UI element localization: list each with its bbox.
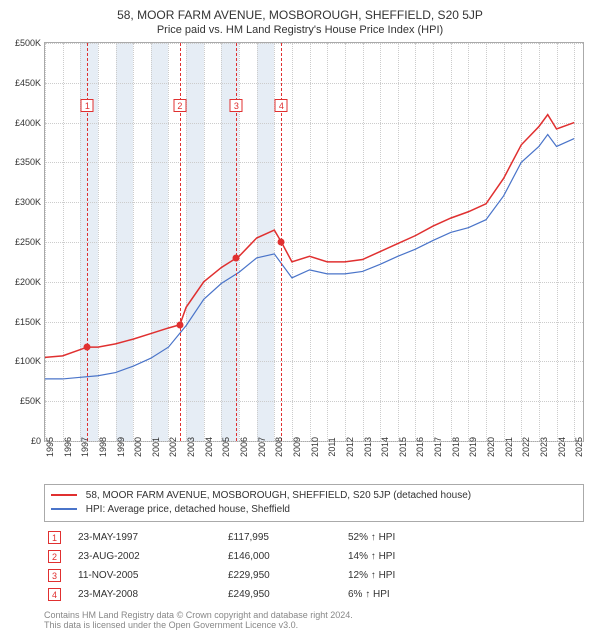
event-row-marker: 1	[48, 531, 61, 544]
x-tick-label: 2018	[451, 437, 461, 457]
legend-swatch-hpi	[51, 508, 77, 510]
x-tick-label: 2013	[363, 437, 373, 457]
x-tick-label: 1997	[80, 437, 90, 457]
event-row: 3 11-NOV-2005£229,95012% ↑ HPI	[44, 566, 584, 585]
event-row-date: 23-MAY-2008	[74, 585, 224, 604]
chart-plot-area: £0£50K£100K£150K£200K£250K£300K£350K£400…	[44, 42, 584, 442]
x-tick-label: 2004	[204, 437, 214, 457]
footnote-line1: Contains HM Land Registry data © Crown c…	[44, 610, 584, 620]
legend-row-subject: 58, MOOR FARM AVENUE, MOSBOROUGH, SHEFFI…	[51, 489, 577, 503]
x-tick-label: 2009	[292, 437, 302, 457]
footnote-line2: This data is licensed under the Open Gov…	[44, 620, 584, 630]
x-tick-label: 2017	[433, 437, 443, 457]
x-tick-label: 2024	[557, 437, 567, 457]
x-tick-label: 1995	[45, 437, 55, 457]
legend-swatch-subject	[51, 494, 77, 496]
series-svg	[45, 43, 583, 441]
event-row-date: 23-AUG-2002	[74, 547, 224, 566]
x-tick-label: 2002	[168, 437, 178, 457]
x-tick-label: 2003	[186, 437, 196, 457]
x-tick-label: 1999	[116, 437, 126, 457]
event-row-marker: 2	[48, 550, 61, 563]
event-marker-box: 4	[275, 99, 288, 112]
event-row-date: 23-MAY-1997	[74, 528, 224, 547]
x-tick-label: 2014	[380, 437, 390, 457]
x-tick-label: 2023	[539, 437, 549, 457]
x-tick-label: 2011	[327, 437, 337, 456]
event-row-price: £229,950	[224, 566, 344, 585]
y-tick-label: £0	[31, 436, 41, 446]
x-tick-label: 1996	[63, 437, 73, 457]
chart-title-line2: Price paid vs. HM Land Registry's House …	[8, 24, 592, 36]
y-tick-label: £50K	[20, 396, 41, 406]
event-marker-box: 2	[173, 99, 186, 112]
x-tick-label: 2016	[415, 437, 425, 457]
event-row-delta: 12% ↑ HPI	[344, 566, 584, 585]
event-row-price: £146,000	[224, 547, 344, 566]
y-tick-label: £200K	[15, 277, 41, 287]
x-tick-label: 2015	[398, 437, 408, 457]
plot-region: 1 2 3 4	[45, 43, 583, 441]
event-row: 4 23-MAY-2008£249,9506% ↑ HPI	[44, 585, 584, 604]
x-tick-label: 2019	[468, 437, 478, 457]
x-tick-label: 2021	[504, 437, 514, 457]
y-tick-label: £400K	[15, 118, 41, 128]
event-row-delta: 52% ↑ HPI	[344, 528, 584, 547]
event-row-date: 11-NOV-2005	[74, 566, 224, 585]
x-tick-label: 2008	[274, 437, 284, 457]
chart-title-line1: 58, MOOR FARM AVENUE, MOSBOROUGH, SHEFFI…	[8, 8, 592, 22]
y-axis-ticks: £0£50K£100K£150K£200K£250K£300K£350K£400…	[5, 43, 43, 441]
legend-label-hpi: HPI: Average price, detached house, Shef…	[86, 504, 290, 515]
event-row-marker: 3	[48, 569, 61, 582]
event-row-price: £249,950	[224, 585, 344, 604]
y-tick-label: £100K	[15, 356, 41, 366]
event-row-price: £117,995	[224, 528, 344, 547]
y-tick-label: £250K	[15, 237, 41, 247]
x-tick-label: 2012	[345, 437, 355, 457]
events-table: 1 23-MAY-1997£117,99552% ↑ HPI 2 23-AUG-200…	[44, 528, 584, 604]
y-tick-label: £450K	[15, 78, 41, 88]
y-tick-label: £300K	[15, 197, 41, 207]
event-row: 2 23-AUG-2002£146,00014% ↑ HPI	[44, 547, 584, 566]
event-dot	[233, 254, 240, 261]
event-dot	[278, 239, 285, 246]
x-tick-label: 2022	[521, 437, 531, 457]
event-row-delta: 14% ↑ HPI	[344, 547, 584, 566]
event-row-marker: 4	[48, 588, 61, 601]
event-row: 1 23-MAY-1997£117,99552% ↑ HPI	[44, 528, 584, 547]
x-tick-label: 1998	[98, 437, 108, 457]
legend-label-subject: 58, MOOR FARM AVENUE, MOSBOROUGH, SHEFFI…	[86, 490, 471, 501]
x-tick-label: 2001	[151, 437, 161, 457]
x-tick-label: 2000	[133, 437, 143, 457]
x-tick-label: 2025	[574, 437, 584, 457]
event-dot	[176, 321, 183, 328]
x-tick-label: 2006	[239, 437, 249, 457]
event-row-delta: 6% ↑ HPI	[344, 585, 584, 604]
y-tick-label: £500K	[15, 38, 41, 48]
chart-legend: 58, MOOR FARM AVENUE, MOSBOROUGH, SHEFFI…	[44, 484, 584, 522]
footnote: Contains HM Land Registry data © Crown c…	[44, 610, 584, 630]
event-dot	[84, 344, 91, 351]
x-tick-label: 2020	[486, 437, 496, 457]
y-tick-label: £350K	[15, 157, 41, 167]
x-axis-ticks: 1995199619971998199920002001200220032004…	[45, 443, 583, 477]
subject-line	[45, 115, 574, 358]
x-tick-label: 2007	[257, 437, 267, 457]
y-tick-label: £150K	[15, 317, 41, 327]
legend-row-hpi: HPI: Average price, detached house, Shef…	[51, 503, 577, 517]
event-marker-box: 1	[81, 99, 94, 112]
x-tick-label: 2010	[310, 437, 320, 457]
x-tick-label: 2005	[221, 437, 231, 457]
event-marker-box: 3	[230, 99, 243, 112]
